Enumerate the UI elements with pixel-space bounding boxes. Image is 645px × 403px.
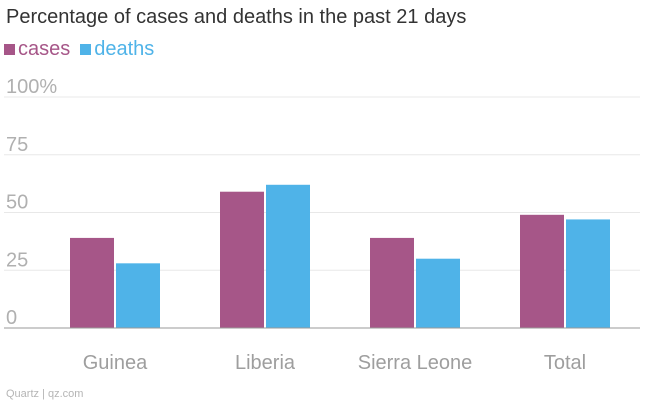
category-label-total: Total [544, 352, 586, 374]
y-tick-0: 0 [6, 307, 17, 329]
bar-cases-total [520, 214, 564, 328]
category-label-sierra-leone: Sierra Leone [358, 352, 473, 374]
legend: cases deaths [4, 38, 154, 61]
legend-label-deaths: deaths [94, 38, 155, 60]
bar-deaths-guinea [116, 263, 160, 328]
chart-title: Percentage of cases and deaths in the pa… [6, 6, 467, 28]
category-label-guinea: Guinea [83, 352, 148, 374]
y-axis-ticks: 0 25 50 75 100% [6, 76, 57, 329]
bar-cases-sierra-leone [370, 237, 414, 328]
x-axis-labels: Guinea Liberia Sierra Leone Total [83, 352, 586, 374]
legend-label-cases: cases [18, 38, 71, 60]
legend-entry-cases: cases [4, 38, 70, 61]
legend-swatch-deaths [80, 44, 92, 55]
bar-deaths-sierra-leone [416, 258, 460, 328]
y-tick-100: 100% [6, 76, 57, 98]
source-credit: Quartz | qz.com [6, 388, 84, 400]
y-tick-75: 75 [6, 134, 28, 156]
bars [70, 184, 610, 328]
bar-cases-guinea [70, 237, 114, 328]
legend-swatch-cases [4, 44, 15, 55]
category-label-liberia: Liberia [235, 352, 296, 374]
bar-deaths-total [566, 219, 610, 328]
y-tick-25: 25 [6, 249, 28, 271]
bar-cases-liberia [220, 191, 264, 328]
bar-deaths-liberia [266, 184, 310, 328]
y-tick-50: 50 [6, 192, 28, 214]
legend-entry-deaths: deaths [80, 38, 154, 61]
